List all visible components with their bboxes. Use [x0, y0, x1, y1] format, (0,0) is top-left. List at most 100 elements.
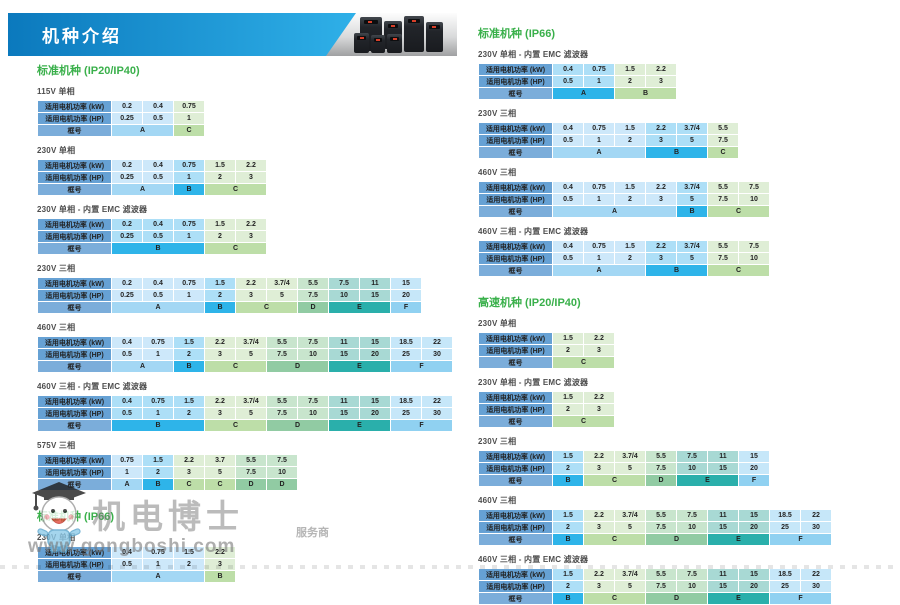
hp-cell: 0.5 [552, 134, 584, 147]
hp-cell: 0.5 [111, 348, 143, 361]
hp-cell: 3 [645, 75, 677, 88]
section-heading: 高速机种 (IP20/IP40) [478, 297, 581, 309]
kw-cell: 5.5 [266, 395, 298, 408]
kw-cell: 0.4 [552, 63, 584, 76]
hp-cell: 5 [676, 252, 708, 265]
frame-row: 框号 A B [37, 570, 236, 583]
kw-cell: 1.5 [552, 509, 584, 522]
kw-row: 适用电机功率 (kW) 0.4 0.75 1.5 2.2 3.7/4 5.5 7.5 11 15 1… [37, 395, 453, 408]
frame-cell: B [645, 146, 708, 159]
frame-row: 框号 B C D E F [478, 533, 832, 546]
hp-row: 适用电机功率 (HP) 0.25 0.5 1 [37, 112, 205, 125]
spec-table-block: 230V 三相 适用电机功率 (kW) 0.4 0.75 1.5 2.2 3.7/4 5.5 适… [478, 108, 898, 159]
table-title: 115V 单相 [37, 87, 75, 96]
spec-table: 适用电机功率 (kW) 0.4 0.75 1.5 2.2 3.7/4 5.5 7.5 11 15 1… [37, 336, 453, 373]
kw-cell: 2.2 [645, 181, 677, 194]
hp-cell: 25 [769, 580, 801, 593]
row-label: 适用电机功率 (HP) [478, 580, 553, 593]
row-label: 适用电机功率 (HP) [478, 403, 553, 416]
frame-cell: C [707, 264, 770, 277]
kw-cell: 1.5 [142, 454, 174, 467]
kw-cell: 18.5 [769, 509, 801, 522]
table-title: 230V 三相 [478, 437, 517, 446]
frame-cell: A [111, 301, 205, 314]
frame-cell: D [645, 533, 708, 546]
kw-cell: 22 [421, 395, 453, 408]
row-label: 适用电机功率 (kW) [37, 277, 112, 290]
row-label: 适用电机功率 (HP) [478, 193, 553, 206]
spec-table-block: 460V 三相 适用电机功率 (kW) 1.5 2.2 3.7/4 5.5 7.5 11 15 1… [478, 495, 898, 546]
frame-row: 框号 A B [478, 87, 677, 100]
hp-cell: 10 [676, 462, 708, 475]
kw-cell: 3.7/4 [235, 395, 267, 408]
hp-cell: 15 [328, 407, 360, 420]
hp-row: 适用电机功率 (HP) 0.5 1 2 3 5 7.5 10 [478, 252, 770, 265]
spec-table: 适用电机功率 (kW) 0.2 0.4 0.75 适用电机功率 (HP) 0.25 0.5 1… [37, 100, 205, 137]
table-title: 575V 三相 [37, 441, 76, 450]
hp-cell: 7.5 [297, 289, 329, 302]
kw-cell: 11 [707, 568, 739, 581]
frame-cell: D [235, 478, 267, 491]
frame-cell: C [173, 478, 205, 491]
row-label: 适用电机功率 (kW) [478, 450, 553, 463]
kw-cell: 15 [359, 395, 391, 408]
hp-cell: 1 [583, 193, 615, 206]
row-label: 适用电机功率 (HP) [478, 344, 553, 357]
hp-cell: 20 [359, 348, 391, 361]
spec-table-block: 460V 三相 适用电机功率 (kW) 0.4 0.75 1.5 2.2 3.7/4 5.5 7… [478, 167, 898, 218]
frame-row: 框号 A B C D E F [37, 360, 453, 373]
kw-cell: 0.4 [111, 395, 143, 408]
hp-cell: 5 [676, 193, 708, 206]
kw-cell: 22 [800, 509, 832, 522]
kw-cell: 5.5 [645, 450, 677, 463]
hp-cell: 2 [552, 462, 584, 475]
kw-cell: 15 [738, 509, 770, 522]
kw-cell: 0.75 [173, 218, 205, 231]
kw-cell: 2.2 [204, 336, 236, 349]
kw-cell: 5.5 [707, 240, 739, 253]
kw-cell: 5.5 [645, 568, 677, 581]
kw-cell: 0.75 [173, 100, 205, 113]
spec-table-block: 230V 单相 - 内置 EMC 滤波器 适用电机功率 (kW) 0.2 0.4 0.7… [37, 204, 467, 255]
hp-cell: 10 [297, 407, 329, 420]
row-label: 框号 [478, 146, 553, 159]
hp-cell: 15 [707, 462, 739, 475]
hp-cell: 5 [676, 134, 708, 147]
kw-cell: 2.2 [645, 122, 677, 135]
kw-cell: 1.5 [552, 391, 584, 404]
row-label: 框号 [478, 592, 553, 605]
hp-cell: 3 [583, 344, 615, 357]
frame-row: 框号 B C D E F [478, 592, 832, 605]
page-banner: 机种介绍 [8, 13, 457, 56]
frame-cell: E [328, 419, 391, 432]
frame-cell: C [204, 183, 267, 196]
row-label: 框号 [37, 570, 112, 583]
kw-cell: 5.5 [645, 509, 677, 522]
frame-cell: A [111, 360, 174, 373]
frame-cell: B [204, 570, 236, 583]
frame-cell: A [111, 183, 174, 196]
kw-cell: 15 [738, 568, 770, 581]
frame-cell: C [235, 301, 298, 314]
frame-cell: C [583, 474, 646, 487]
kw-cell: 0.4 [142, 159, 174, 172]
hp-row: 适用电机功率 (HP) 0.5 1 2 3 5 7.5 10 15 20 25 30 [37, 348, 453, 361]
hp-cell: 2 [552, 344, 584, 357]
row-label: 框号 [37, 478, 112, 491]
frame-cell: B [552, 474, 584, 487]
hp-cell: 3 [204, 407, 236, 420]
hp-row: 适用电机功率 (HP) 0.25 0.5 1 2 3 [37, 171, 267, 184]
hp-cell: 0.5 [111, 407, 143, 420]
hp-cell: 0.5 [552, 193, 584, 206]
kw-cell: 0.2 [111, 218, 143, 231]
frame-row: 框号 B C [37, 242, 267, 255]
kw-cell: 0.4 [142, 218, 174, 231]
table-title: 460V 三相 - 内置 EMC 滤波器 [37, 382, 148, 391]
frame-row: 框号 A B C D E F [37, 301, 422, 314]
kw-cell: 2.2 [173, 454, 205, 467]
kw-cell: 7.5 [676, 568, 708, 581]
kw-cell: 18.5 [390, 336, 422, 349]
frame-cell: E [707, 592, 770, 605]
kw-cell: 0.4 [142, 277, 174, 290]
